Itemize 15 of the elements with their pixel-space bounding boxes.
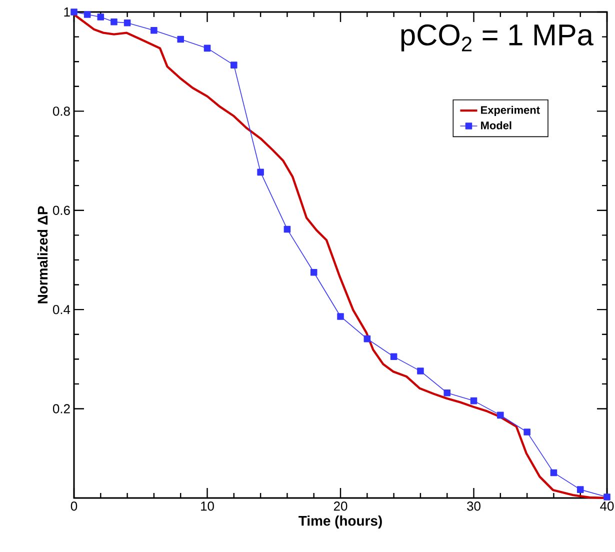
y-tick-label: 0.8 bbox=[52, 106, 70, 116]
x-tick-label: 0 bbox=[70, 502, 78, 511]
y-tick-label: 0.4 bbox=[52, 304, 70, 314]
annotation: pCO$_{2}$ = 1 MPa bbox=[401, 24, 594, 52]
y-tick-label: 0.2 bbox=[52, 404, 70, 414]
x-tick-label: 30 bbox=[467, 502, 480, 511]
y-tick-label: 1 bbox=[64, 8, 70, 16]
x-axis-title: Time (hours) bbox=[298, 516, 382, 529]
y-tick-label: 0.6 bbox=[52, 206, 70, 215]
x-tick-label: 40 bbox=[600, 502, 614, 511]
x-tick-label: 20 bbox=[334, 502, 348, 511]
legend-label: Experiment bbox=[481, 106, 540, 116]
y-axis-title: Normalized ΔP bbox=[37, 206, 48, 304]
legend-label: Model bbox=[481, 121, 512, 130]
x-tick-label: 10 bbox=[201, 502, 214, 511]
